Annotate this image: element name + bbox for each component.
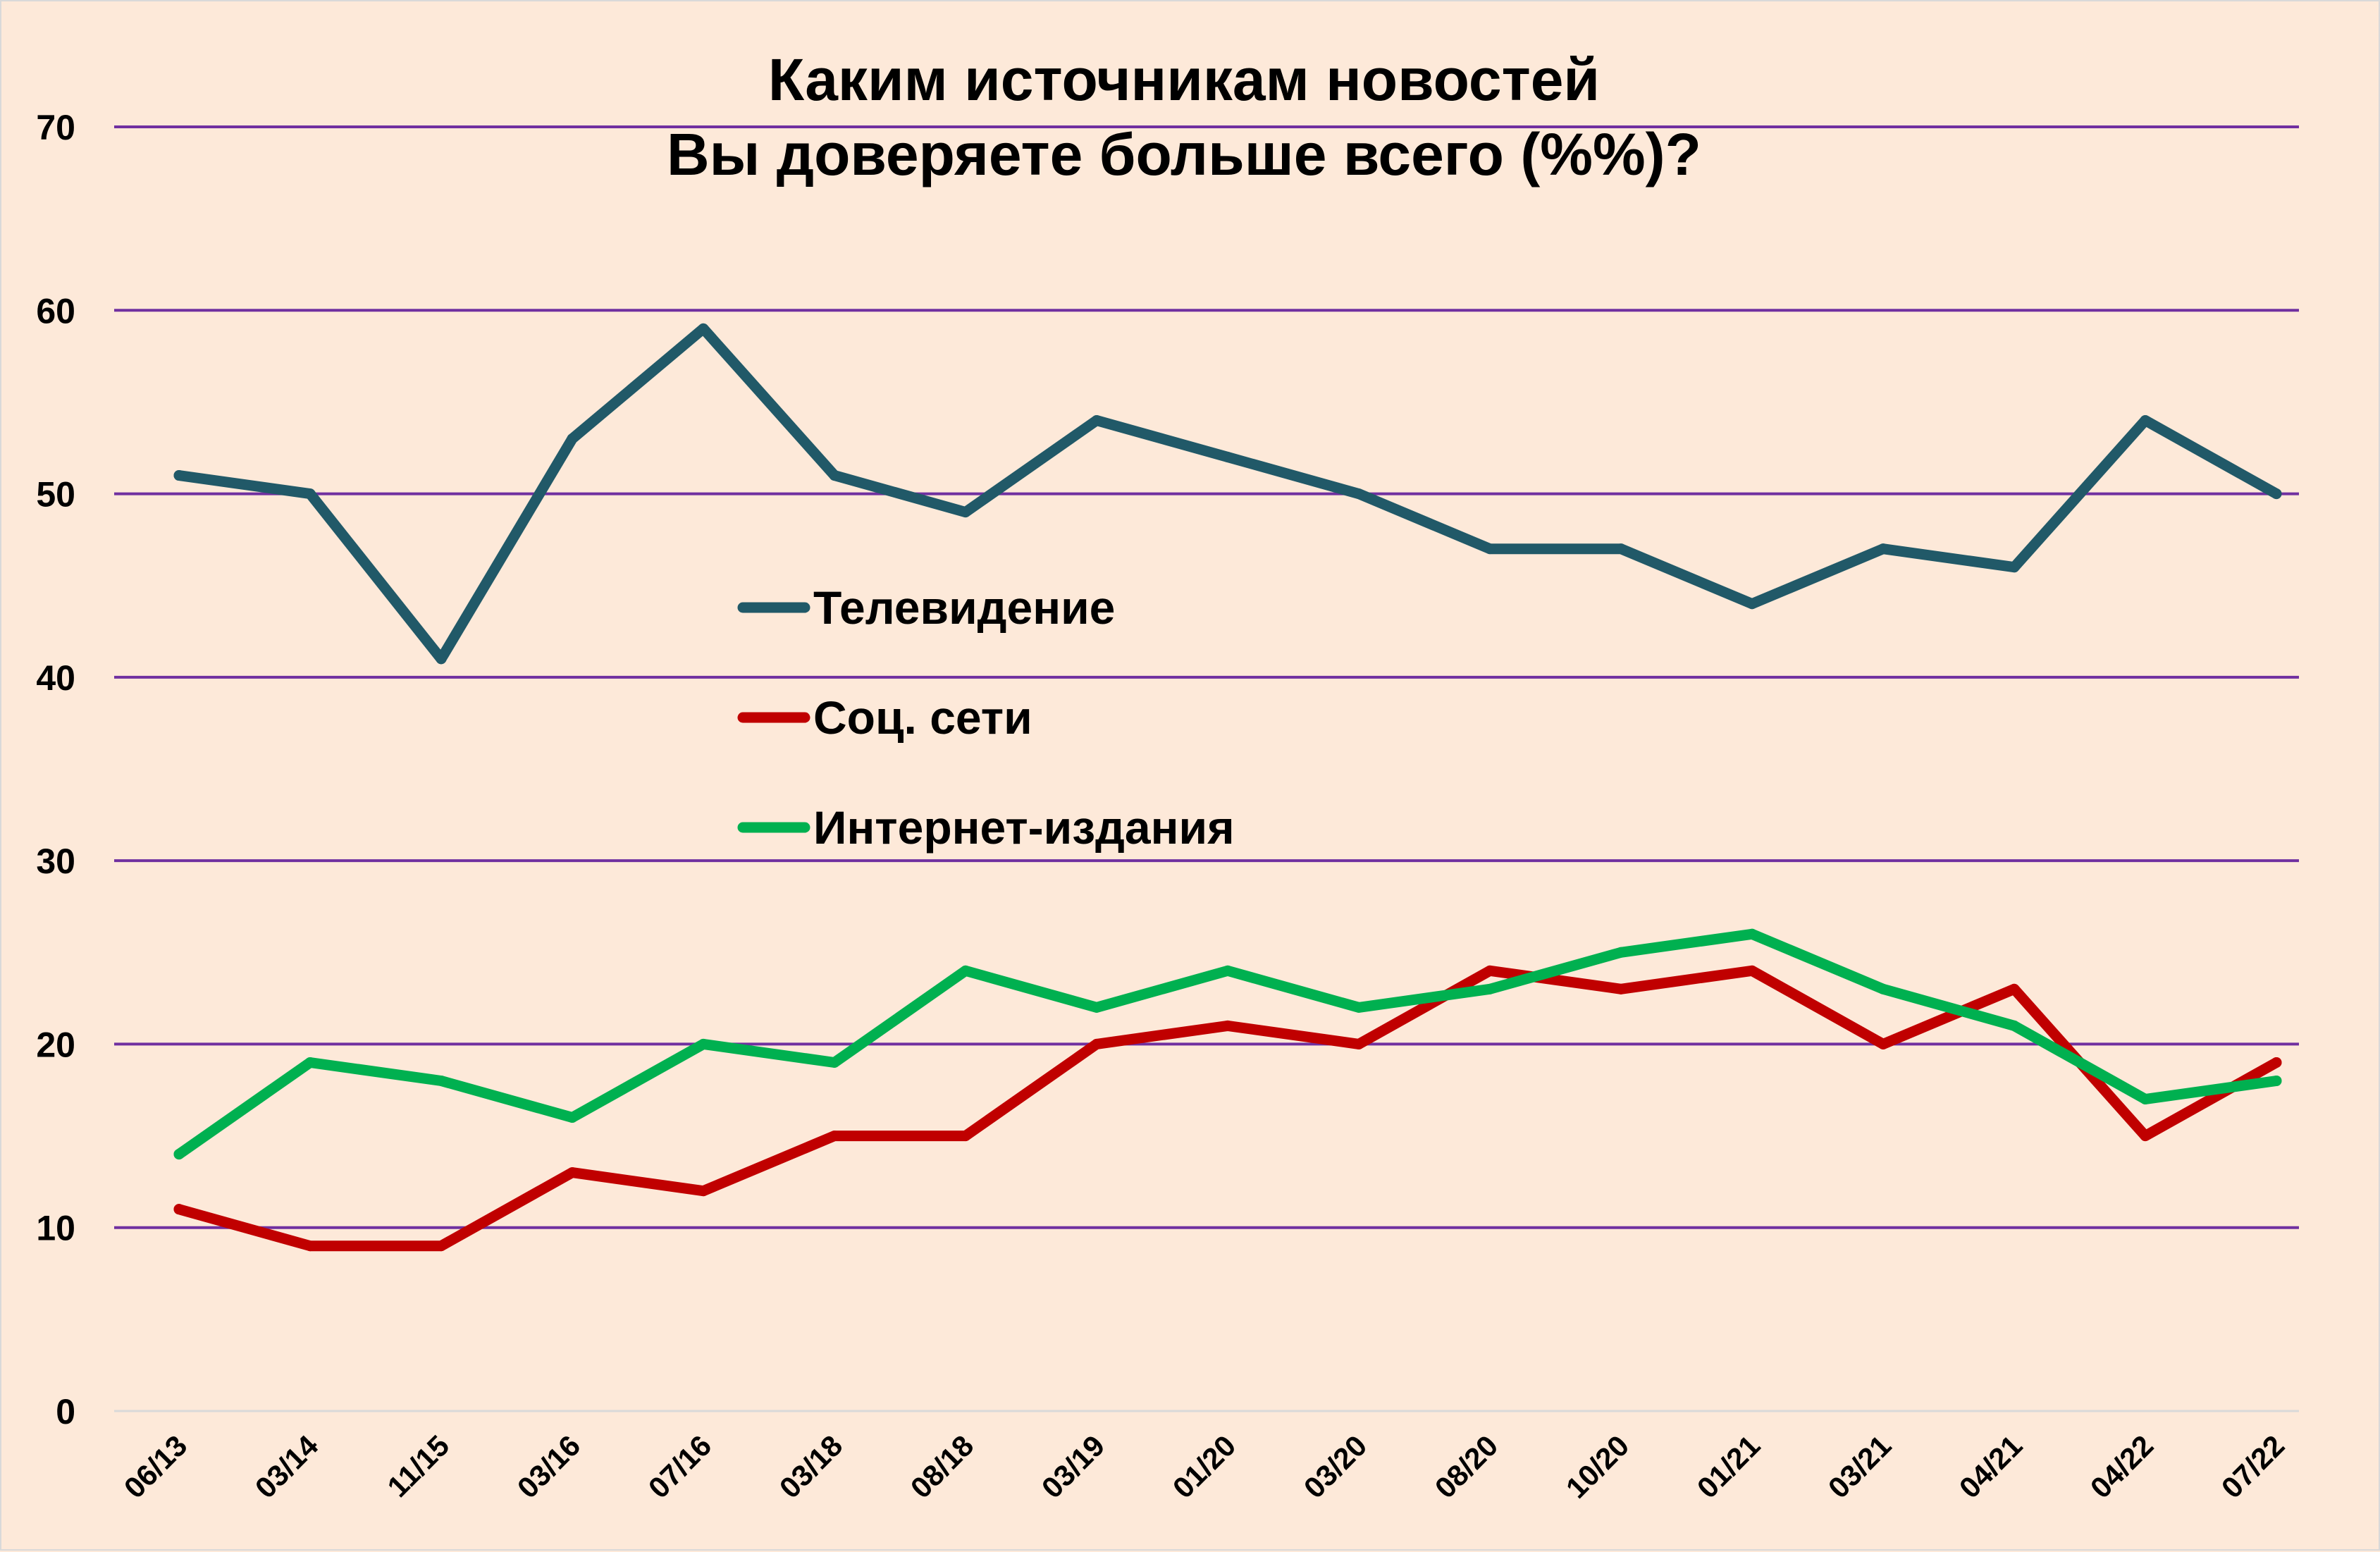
x-tick-label-07-22: 07/22: [2215, 1429, 2291, 1505]
legend-label-0: Телевидение: [813, 581, 1115, 634]
x-tick-label-08-20: 08/20: [1429, 1429, 1505, 1505]
legend: Телевидение Соц. сети Интернет-издания: [737, 581, 1235, 854]
data-point-1-10: [1484, 965, 1496, 976]
data-point-0-10: [1484, 543, 1496, 555]
data-point-0-4: [698, 323, 709, 334]
data-point-1-4: [698, 1185, 709, 1197]
data-point-0-13: [1878, 543, 1889, 555]
x-tick-label-03-19: 03/19: [1035, 1429, 1111, 1505]
x-tick-label-01-21: 01/21: [1691, 1429, 1767, 1505]
data-point-1-2: [436, 1240, 447, 1252]
data-point-0-11: [1615, 543, 1627, 555]
data-point-0-1: [304, 488, 316, 500]
data-point-1-9: [1353, 1038, 1364, 1049]
y-tick-label-30: 30: [36, 842, 75, 881]
data-point-1-13: [1878, 1038, 1889, 1049]
y-tick-label-40: 40: [36, 658, 75, 698]
chart-title-line-1: Каким источникам новостей: [768, 47, 1600, 113]
x-tick-label-03-14: 03/14: [249, 1429, 325, 1505]
x-tick-label-03-20: 03/20: [1297, 1429, 1374, 1505]
x-tick-label-03-21: 03/21: [1822, 1429, 1898, 1505]
data-point-0-6: [960, 507, 971, 518]
data-point-0-9: [1353, 488, 1364, 500]
data-point-2-14: [2009, 1020, 2020, 1031]
data-point-2-12: [1746, 928, 1758, 940]
x-tick-label-03-18: 03/18: [773, 1429, 849, 1505]
data-point-0-7: [1091, 414, 1102, 426]
chart-title: Каким источникам новостей Вы доверяете б…: [667, 47, 1701, 187]
gridlines: [114, 125, 2299, 1412]
x-axis-ticks: 06/13 03/14 11/15 03/16 07/16 03/18 08/18 03/19…: [118, 1429, 2291, 1505]
data-point-2-15: [2140, 1094, 2151, 1105]
data-point-1-3: [567, 1167, 578, 1178]
chart-title-line-2: Вы доверяете больше всего (%%)?: [667, 121, 1701, 187]
data-point-2-0: [173, 1149, 185, 1160]
data-point-0-2: [436, 653, 447, 665]
data-point-1-6: [960, 1131, 971, 1142]
data-point-2-6: [960, 965, 971, 976]
data-point-1-0: [173, 1204, 185, 1215]
data-point-1-11: [1615, 983, 1627, 994]
y-tick-label-0: 0: [56, 1392, 75, 1431]
data-point-0-5: [829, 470, 840, 481]
series-lines: [173, 323, 2282, 1252]
data-point-2-4: [698, 1038, 709, 1049]
data-point-0-12: [1746, 598, 1758, 610]
data-point-0-8: [1222, 452, 1233, 463]
x-tick-label-11-15: 11/15: [381, 1429, 455, 1503]
x-tick-label-10-20: 10/20: [1560, 1429, 1636, 1505]
data-point-0-14: [2009, 562, 2020, 573]
y-tick-label-70: 70: [36, 108, 75, 147]
data-point-2-16: [2271, 1075, 2282, 1086]
x-tick-label-04-21: 04/21: [1953, 1429, 2029, 1505]
data-point-1-8: [1222, 1020, 1233, 1031]
legend-label-1: Соц. сети: [813, 691, 1032, 744]
data-point-0-0: [173, 470, 185, 481]
data-point-2-7: [1091, 1002, 1102, 1013]
data-point-2-3: [567, 1112, 578, 1123]
data-point-1-16: [2271, 1057, 2282, 1068]
data-point-1-14: [2009, 983, 2020, 994]
data-point-2-1: [304, 1057, 316, 1068]
data-point-2-10: [1484, 983, 1496, 994]
data-point-1-15: [2140, 1131, 2151, 1142]
data-point-0-16: [2271, 488, 2282, 500]
x-tick-label-08-18: 08/18: [904, 1429, 980, 1505]
data-point-2-11: [1615, 947, 1627, 958]
y-tick-label-60: 60: [36, 291, 75, 331]
data-point-1-7: [1091, 1038, 1102, 1049]
data-point-0-15: [2140, 414, 2151, 426]
y-axis-ticks: 0 10 20 30 40 50 60 70: [36, 108, 75, 1431]
y-tick-label-50: 50: [36, 475, 75, 515]
x-tick-label-03-16: 03/16: [511, 1429, 587, 1505]
data-point-0-3: [567, 433, 578, 444]
x-tick-label-06-13: 06/13: [118, 1429, 194, 1505]
data-point-2-13: [1878, 983, 1889, 994]
y-tick-label-10: 10: [36, 1209, 75, 1248]
data-point-2-5: [829, 1057, 840, 1068]
data-point-2-9: [1353, 1002, 1364, 1013]
x-tick-label-07-16: 07/16: [642, 1429, 718, 1505]
data-point-1-1: [304, 1240, 316, 1252]
data-point-2-8: [1222, 965, 1233, 976]
y-tick-label-20: 20: [36, 1025, 75, 1064]
x-tick-label-01-20: 01/20: [1166, 1429, 1243, 1505]
data-point-2-2: [436, 1075, 447, 1086]
x-tick-label-04-22: 04/22: [2084, 1429, 2160, 1505]
data-point-1-5: [829, 1131, 840, 1142]
data-point-1-12: [1746, 965, 1758, 976]
legend-label-2: Интернет-издания: [813, 801, 1235, 854]
